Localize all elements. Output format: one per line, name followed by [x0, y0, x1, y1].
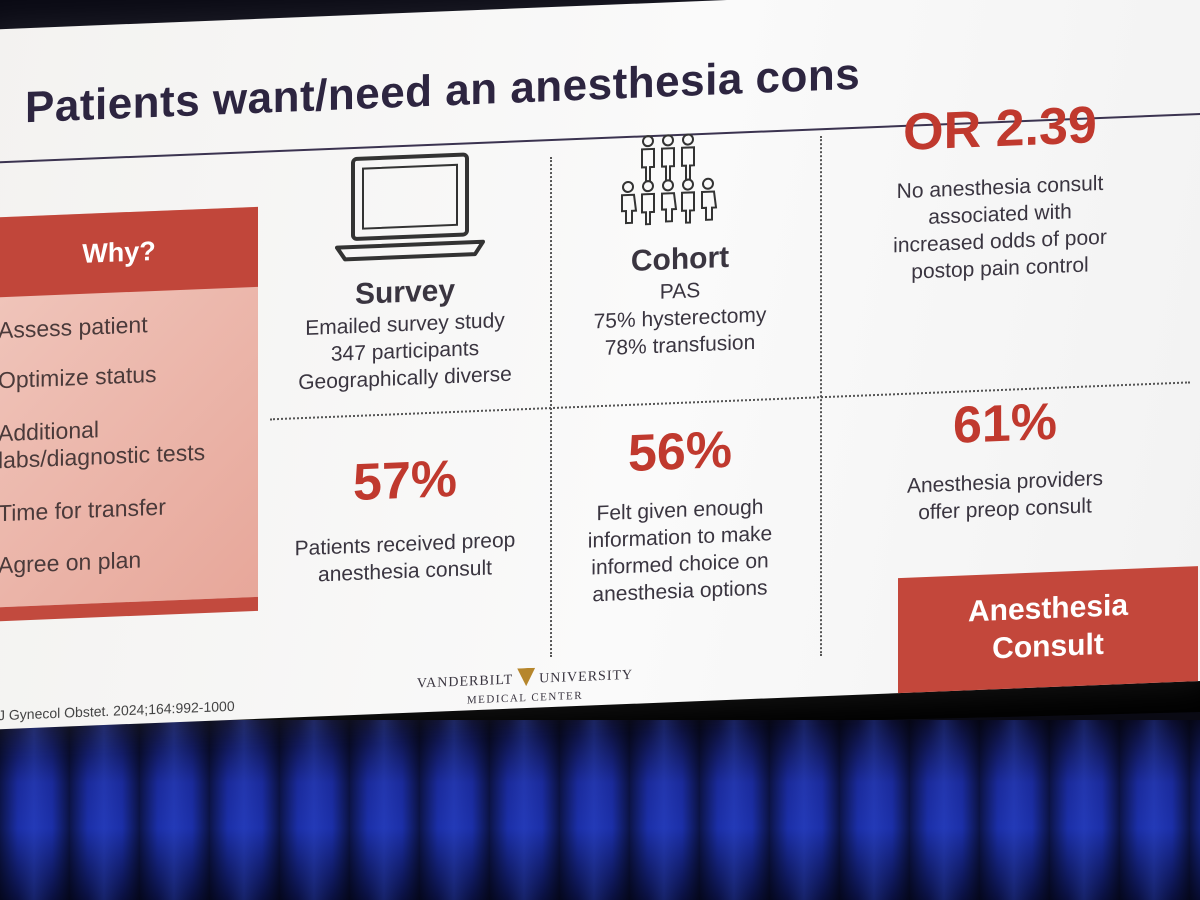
why-item: Assess patient: [0, 311, 148, 344]
survey-cell: Survey Emailed survey study 347 particip…: [280, 270, 530, 397]
stat-56-cell: Felt given enough information to make in…: [550, 492, 810, 610]
why-item: Agree on plan: [0, 546, 142, 579]
people-group-icon: [621, 133, 718, 226]
stage-curtain: [0, 720, 1200, 900]
why-item: Time for transfer: [0, 493, 166, 527]
stat-57-value: 57%: [352, 449, 458, 513]
stat-57-cell: Patients received preop anesthesia consu…: [270, 526, 540, 591]
or-stat-value: OR 2.39: [903, 96, 1097, 162]
slide: Patients want/need an anesthesia cons Wh…: [0, 0, 1200, 731]
stat-56-value: 56%: [627, 420, 733, 483]
slide-title: Patients want/need an anesthesia cons: [25, 49, 861, 133]
laptop-icon: [335, 152, 485, 262]
why-item: Additional: [0, 416, 100, 447]
why-item: Optimize status: [0, 360, 157, 394]
stat-61-cell: Anesthesia providers offer preop consult: [840, 462, 1170, 529]
logo-word-left: VANDERBILT: [416, 672, 514, 692]
v-shield-icon: [517, 668, 535, 687]
logo-word-right: UNIVERSITY: [539, 667, 634, 687]
or-stat-cell: No anesthesia consult associated with in…: [830, 167, 1170, 289]
vanderbilt-logo: VANDERBILT UNIVERSITY MEDICAL CENTER: [410, 663, 640, 708]
cohort-cell: Cohort PAS 75% hysterectomy 78% transfus…: [560, 237, 800, 364]
why-panel: Why? Assess patient Optimize status Addi…: [0, 206, 258, 623]
reference: J Gynecol Obstet. 2024;164:992-1000: [0, 697, 235, 724]
why-heading: Why?: [0, 206, 258, 298]
stat-61-value: 61%: [952, 392, 1058, 455]
